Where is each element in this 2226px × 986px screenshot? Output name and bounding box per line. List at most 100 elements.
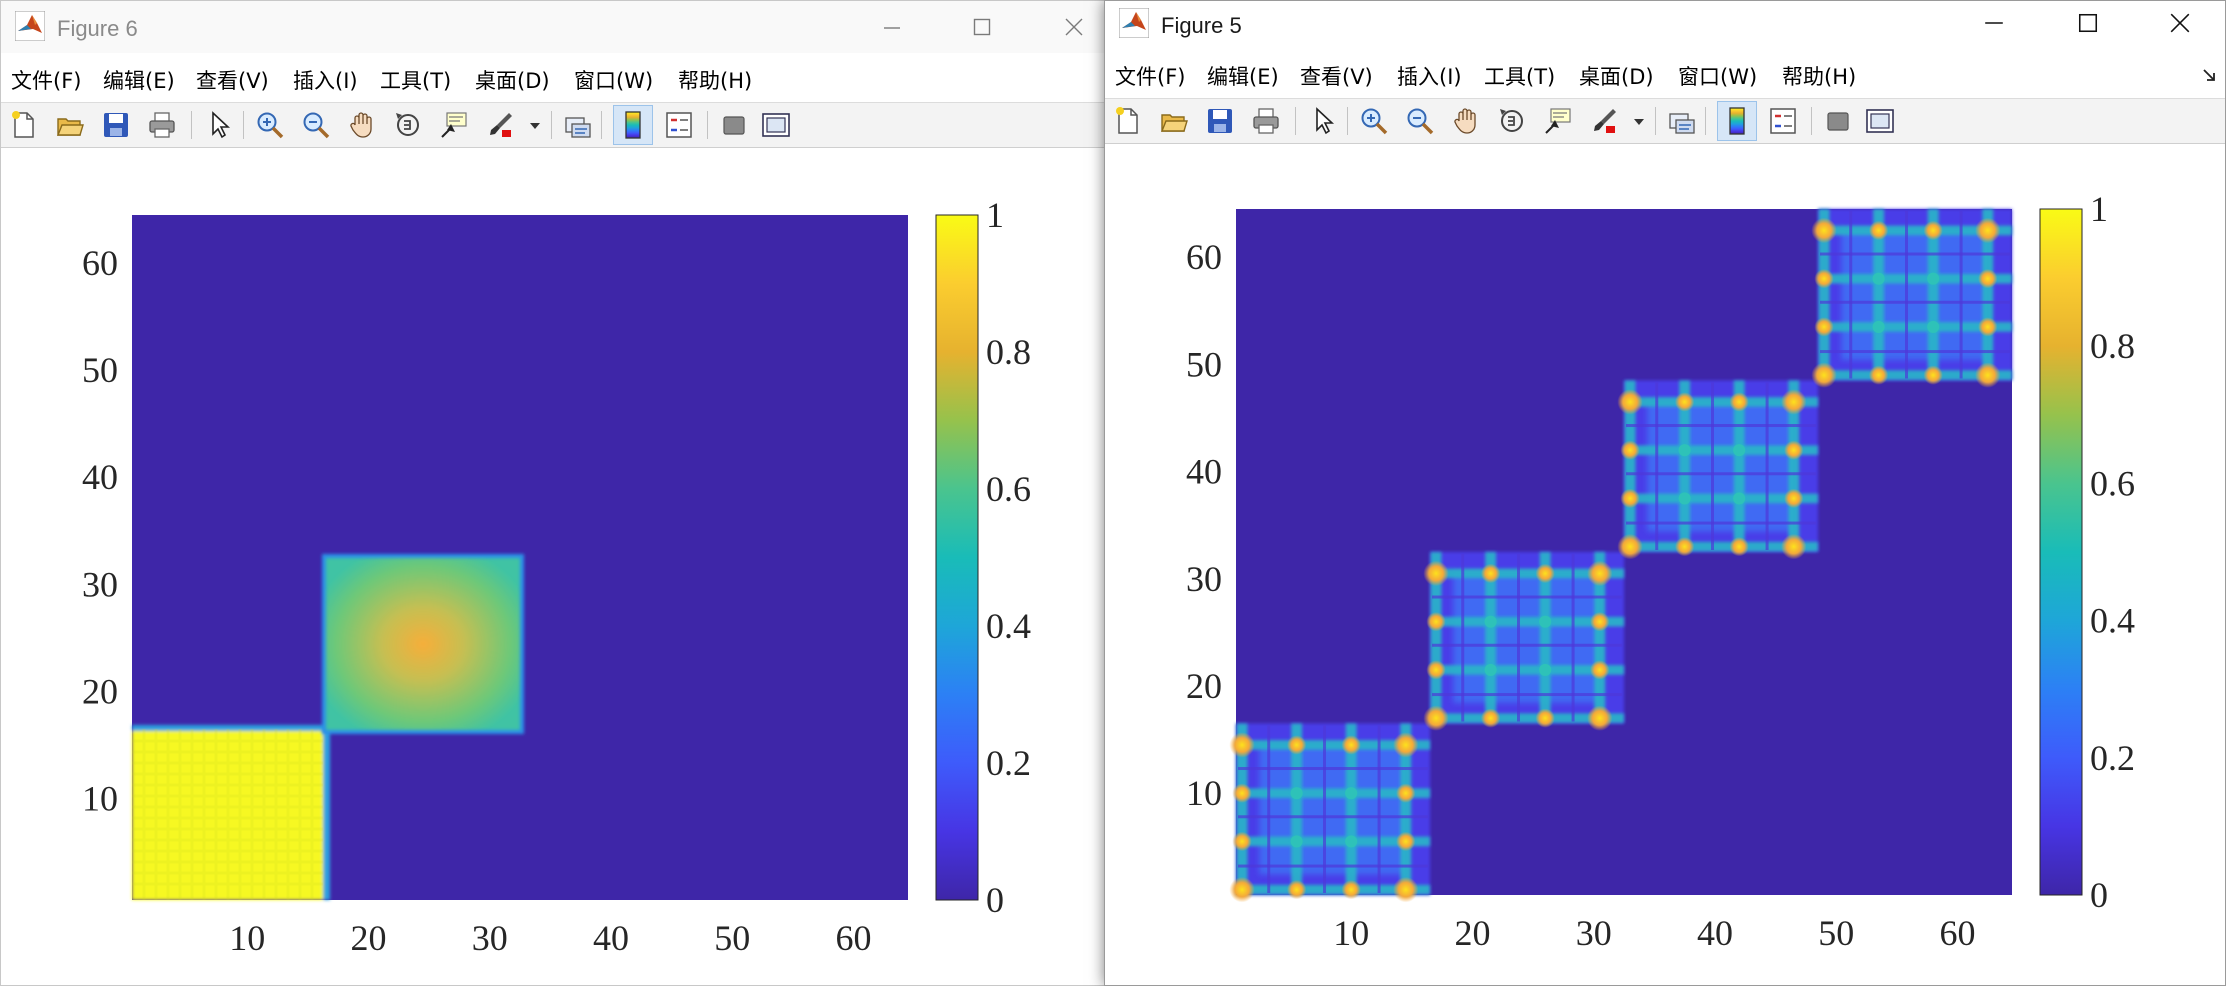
save-icon[interactable] — [101, 110, 131, 140]
peak-mark — [1393, 732, 1419, 758]
block-peaks — [1811, 217, 2001, 388]
menu-desktop[interactable]: 桌面(D) — [475, 69, 550, 93]
peak-mark — [1678, 444, 1691, 457]
close-button[interactable] — [2157, 1, 2203, 45]
grid-line — [1238, 767, 1428, 771]
vertical-band — [1430, 552, 1442, 724]
print-icon[interactable] — [147, 110, 177, 140]
data-cursor-icon[interactable] — [1543, 106, 1573, 136]
maximize-button[interactable] — [2065, 1, 2111, 45]
legend-icon[interactable] — [1768, 106, 1798, 136]
vertical-band — [1788, 380, 1800, 552]
menu-view[interactable]: 查看(V) — [1300, 65, 1373, 89]
figure5-axes[interactable] — [1229, 209, 2012, 903]
brush-icon[interactable] — [485, 110, 515, 140]
brush-icon[interactable] — [1589, 106, 1619, 136]
x-tick-label: 20 — [1454, 913, 1490, 953]
figure5-window[interactable]: Figure 5 文件(F) 编辑(E) 查看(V) 插入(I) 工具(T) 桌… — [1104, 0, 2226, 986]
data-cursor-icon[interactable] — [439, 110, 469, 140]
open-file-icon[interactable] — [1159, 106, 1189, 136]
grid-line — [1377, 725, 1381, 893]
show-plot-tools-icon[interactable] — [1865, 106, 1895, 136]
print-icon[interactable] — [1251, 106, 1281, 136]
brush-dropdown-icon[interactable] — [527, 110, 543, 140]
figure6-window[interactable]: Figure 6 文件(F) 编辑(E) 查看(V) 插入(I) 工具(T) 桌… — [0, 0, 1106, 986]
open-file-icon[interactable] — [55, 110, 85, 140]
zoom-out-icon[interactable] — [301, 110, 331, 140]
menu-insert[interactable]: 插入(I) — [1397, 65, 1462, 89]
zoom-out-icon[interactable] — [1405, 106, 1435, 136]
peak-mark — [1232, 831, 1252, 852]
peak-mark — [1426, 660, 1446, 680]
menu-view[interactable]: 查看(V) — [196, 69, 269, 93]
menu-file[interactable]: 文件(F) — [11, 69, 82, 93]
x-tick-label: 30 — [1576, 913, 1612, 953]
hide-plot-tools-icon[interactable] — [1823, 106, 1853, 136]
minimize-button[interactable] — [869, 5, 915, 49]
save-icon[interactable] — [1205, 106, 1235, 136]
figure-toolbar — [1105, 98, 2225, 144]
zoom-in-icon[interactable] — [1359, 106, 1389, 136]
rotate-3d-icon[interactable] — [1497, 106, 1527, 136]
figure6-axes[interactable] — [132, 215, 908, 900]
menu-file[interactable]: 文件(F) — [1115, 65, 1186, 89]
title-bar[interactable]: Figure 6 — [1, 1, 1105, 53]
legend-icon[interactable] — [664, 110, 694, 140]
menu-window[interactable]: 窗口(W) — [1678, 65, 1758, 89]
colorbar[interactable] — [2039, 208, 2083, 896]
colorbar-tick-label: 0.2 — [986, 743, 1031, 783]
brush-dropdown-icon[interactable] — [1631, 106, 1647, 136]
show-plot-tools-icon[interactable] — [761, 110, 791, 140]
zoom-in-icon[interactable] — [255, 110, 285, 140]
select-pointer-icon[interactable] — [1309, 106, 1339, 136]
colorbar-tick-label: 0 — [986, 880, 1004, 920]
x-tick-label: 40 — [593, 918, 629, 958]
peak-mark — [1396, 831, 1416, 852]
peak-mark — [1814, 317, 1834, 337]
new-figure-icon[interactable] — [1113, 106, 1143, 136]
menu-tools[interactable]: 工具(T) — [380, 69, 452, 93]
link-plot-icon[interactable] — [563, 110, 593, 140]
close-icon — [1065, 18, 1083, 36]
menu-edit[interactable]: 编辑(E) — [103, 69, 175, 93]
toolbar-separator — [601, 111, 602, 139]
close-icon — [2170, 13, 2190, 33]
dock-arrow-icon[interactable] — [2201, 67, 2217, 83]
colorbar[interactable] — [935, 214, 979, 901]
peak-mark — [1784, 488, 1804, 509]
title-bar[interactable]: Figure 5 — [1105, 1, 2225, 53]
maximize-button[interactable] — [959, 5, 1005, 49]
colorbar-gradient — [2039, 208, 2083, 896]
grid-line — [1626, 521, 1816, 525]
peak-mark — [1784, 440, 1804, 460]
menu-window[interactable]: 窗口(W) — [574, 69, 654, 93]
minimize-button[interactable] — [1971, 1, 2017, 45]
colorbar-icon[interactable] — [618, 110, 648, 140]
menu-insert[interactable]: 插入(I) — [293, 69, 358, 93]
menu-edit[interactable]: 编辑(E) — [1207, 65, 1279, 89]
menu-tools[interactable]: 工具(T) — [1484, 65, 1556, 89]
colorbar-tick-label: 0.6 — [986, 469, 1031, 509]
hide-plot-tools-icon[interactable] — [719, 110, 749, 140]
window-title: Figure 6 — [57, 16, 138, 41]
colorbar-tick-label: 1 — [986, 195, 1004, 235]
menu-desktop[interactable]: 桌面(D) — [1579, 65, 1654, 89]
new-figure-icon[interactable] — [9, 110, 39, 140]
pan-hand-icon[interactable] — [1451, 106, 1481, 136]
colorbar-icon[interactable] — [1722, 106, 1752, 136]
block-fill — [1647, 401, 1795, 532]
pan-hand-icon[interactable] — [347, 110, 377, 140]
select-pointer-icon[interactable] — [205, 110, 235, 140]
grid-line — [1849, 211, 1853, 379]
peak-mark — [1814, 268, 1834, 289]
x-tick-label: 60 — [1939, 913, 1975, 953]
minimize-icon — [1985, 22, 2003, 24]
rotate-3d-icon[interactable] — [393, 110, 423, 140]
menu-help[interactable]: 帮助(H) — [1782, 65, 1857, 89]
menu-help[interactable]: 帮助(H) — [678, 69, 753, 93]
window-title: Figure 5 — [1161, 13, 1242, 38]
peak-mark — [1781, 533, 1807, 560]
link-plot-icon[interactable] — [1667, 106, 1697, 136]
grid-line — [1765, 382, 1769, 550]
close-button[interactable] — [1051, 5, 1097, 49]
